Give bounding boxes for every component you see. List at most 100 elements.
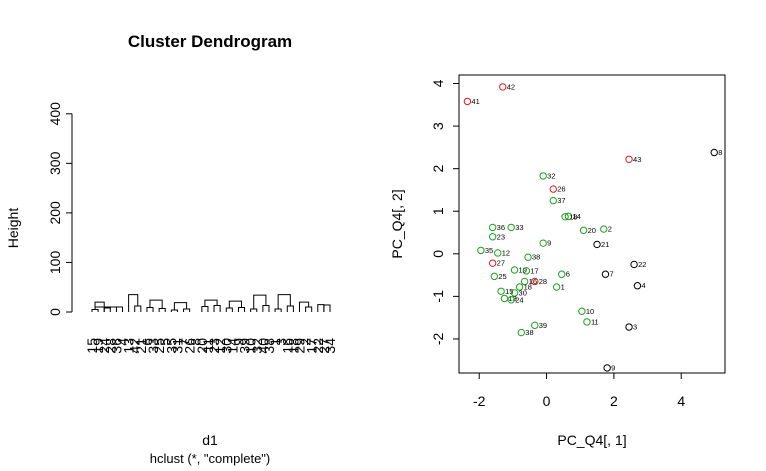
dendrogram-title: Cluster Dendrogram [128, 32, 292, 51]
point-label: 37 [557, 196, 565, 205]
dendrogram-branch [149, 299, 163, 309]
point-label: 32 [547, 171, 555, 180]
point-label: 9 [611, 363, 615, 372]
leaf-label: 17 [304, 338, 320, 354]
scatter-point [477, 246, 485, 255]
point-label: 12 [502, 248, 510, 257]
scatter-point [517, 328, 525, 337]
point-label: 18 [524, 283, 532, 292]
point-label: 14 [572, 212, 580, 221]
scatter-point [549, 196, 557, 205]
point-label: 1 [561, 283, 565, 292]
point-label: 19 [519, 265, 527, 274]
y-tick-label: 100 [47, 251, 63, 275]
dendrogram-branch [262, 305, 270, 312]
dendrogram-leaf-labels: 1519242836413422163325535317268201123123… [84, 338, 338, 354]
point-label: 13 [508, 294, 516, 303]
point-label: 42 [507, 82, 515, 91]
leaf-label: 23 [206, 338, 222, 354]
y-tick-label: 0 [47, 308, 63, 316]
point-label: 6 [566, 270, 570, 279]
x-tick-label: -2 [473, 393, 486, 409]
y-tick-label: 0 [430, 250, 446, 258]
scatter-point [510, 289, 519, 297]
leaf-label: 25 [151, 338, 167, 354]
point-label: 41 [471, 97, 479, 106]
dendrogram-branch [94, 306, 114, 310]
scatter-point [552, 283, 561, 291]
scatter-point [625, 155, 633, 163]
scatter-point [522, 267, 531, 275]
x-tick-label: 2 [610, 393, 618, 409]
scatter-point [601, 270, 610, 278]
leaf-label: 30 [218, 338, 234, 354]
y-tick-label: 2 [430, 165, 446, 173]
leaf-label: 16 [279, 338, 295, 354]
point-label: 39 [539, 321, 547, 330]
scatter-point [507, 296, 515, 304]
point-label: 16 [529, 277, 537, 286]
dendrogram-branch [183, 308, 191, 312]
leaf-label: 42 [127, 338, 143, 354]
leaf-label: 2 [298, 338, 314, 346]
scatter-point [510, 266, 519, 274]
scatter-point [520, 277, 529, 286]
dendrogram-branch [204, 299, 218, 307]
y-tick-label: 1 [430, 207, 446, 215]
point-label: 18 [569, 212, 577, 221]
point-label: 21 [601, 240, 609, 249]
leaf-label: 11 [200, 338, 216, 353]
scatter-point [625, 323, 633, 331]
leaf-label: 1 [267, 338, 283, 346]
leaf-label: 14 [224, 338, 240, 354]
scatter-point [593, 240, 601, 249]
point-label: 28 [539, 277, 547, 286]
scatter-point [515, 283, 524, 291]
dendrogram-branch [146, 307, 154, 312]
scatter-point [500, 294, 509, 303]
point-label: 8 [718, 148, 722, 157]
dendrogram-branch [103, 307, 111, 312]
scatter-point [497, 287, 505, 295]
scatter-point [499, 83, 507, 91]
dendrogram-branch [134, 305, 142, 312]
point-label: 38 [532, 253, 540, 262]
leaf-label: 36 [108, 338, 124, 354]
dendrogram-x-label: d1 [202, 432, 218, 448]
leaf-label: 38 [261, 338, 277, 354]
dendrogram-branch [298, 301, 310, 312]
point-label: 43 [633, 155, 641, 164]
scatter-point [557, 270, 566, 278]
dendrogram-branch [305, 306, 313, 312]
leaf-label: 20 [194, 338, 210, 354]
point-label: 26 [557, 185, 565, 194]
scatter-point [710, 148, 718, 157]
scatter-point [490, 272, 499, 281]
leaf-label: 24 [96, 338, 112, 354]
point-label: 25 [498, 272, 506, 281]
leaf-label: 19 [90, 338, 106, 354]
scatter-point [564, 212, 573, 221]
scatter-point [463, 97, 472, 106]
y-tick-label: 300 [47, 151, 63, 175]
leaf-label: 6 [139, 338, 155, 346]
dendrogram-branch [237, 307, 246, 312]
dendrogram-branch [158, 308, 166, 312]
dendrogram-y-label: Height [5, 208, 21, 249]
dendrogram-branch [173, 302, 188, 311]
point-label: 10 [586, 307, 594, 316]
point-label: 36 [497, 223, 505, 232]
point-label: 23 [497, 232, 505, 241]
scatter-x-label: PC_Q4[, 1] [557, 432, 626, 448]
scatter-point [539, 239, 547, 247]
y-tick-label: 400 [47, 102, 63, 126]
dendrogram-branch [91, 309, 99, 312]
leaf-label: 21 [133, 338, 149, 354]
scatter-point [531, 321, 539, 330]
dendrogram-branch [253, 294, 267, 310]
dendrogram-branch [274, 308, 282, 312]
scatter-point [633, 282, 642, 290]
